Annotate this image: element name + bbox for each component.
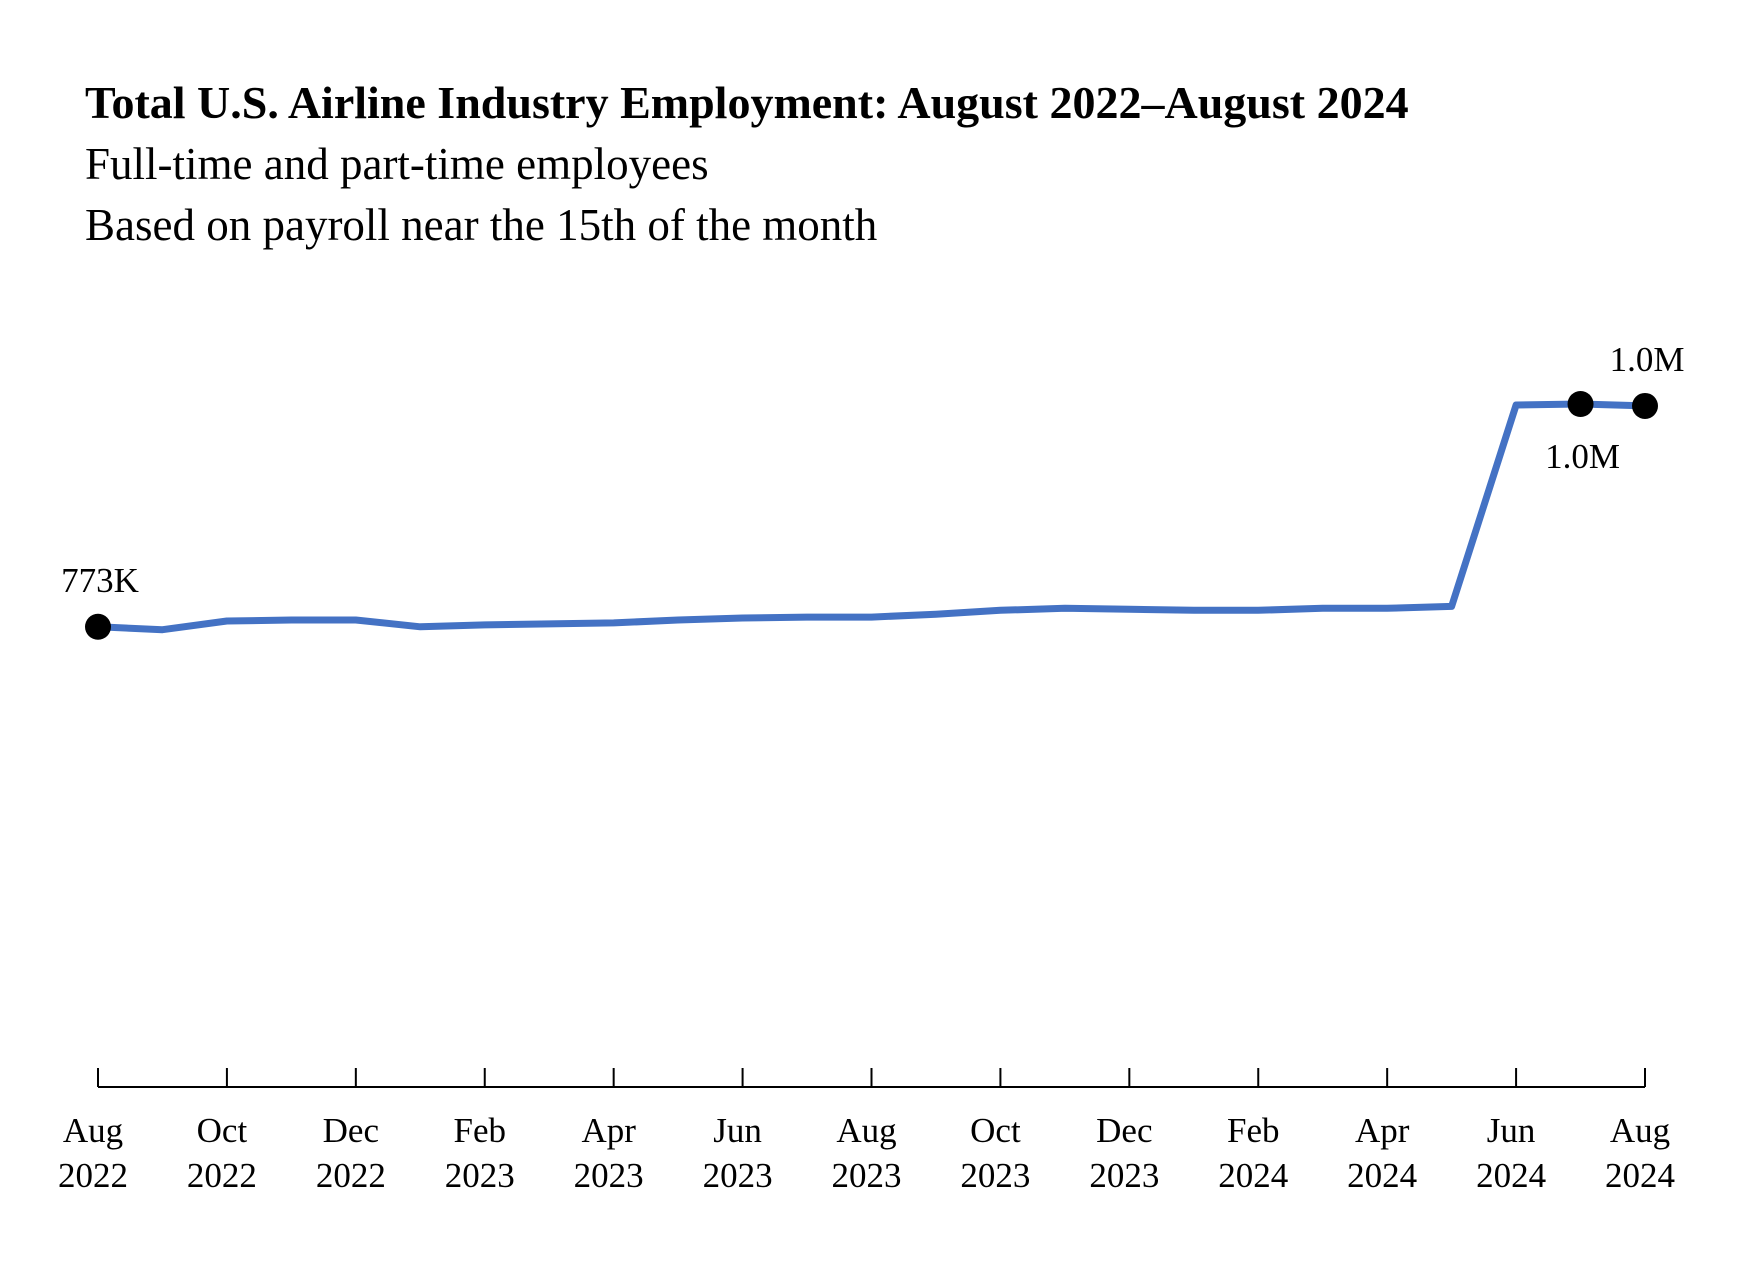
x-tick-label-year: 2022	[58, 1156, 128, 1195]
chart-subtitle-2: Based on payroll near the 15th of the mo…	[85, 200, 878, 250]
x-tick-label-year: 2022	[316, 1156, 386, 1195]
x-tick-label-month: Apr	[1355, 1111, 1410, 1150]
x-tick-label-month: Oct	[970, 1111, 1021, 1150]
x-tick-label-month: Jun	[713, 1111, 762, 1150]
x-tick-label-year: 2023	[703, 1156, 773, 1195]
data-label: 1.0M	[1610, 340, 1685, 379]
x-tick-label-year: 2024	[1476, 1156, 1546, 1195]
x-tick-label-month: Feb	[1227, 1111, 1280, 1150]
x-tick-label-month: Oct	[197, 1111, 248, 1150]
x-tick-label-year: 2022	[187, 1156, 257, 1195]
x-tick-label-year: 2023	[960, 1156, 1030, 1195]
x-tick-label-year: 2023	[574, 1156, 644, 1195]
chart-subtitle-1: Full-time and part-time employees	[85, 139, 709, 189]
x-tick-label-year: 2024	[1605, 1156, 1675, 1195]
data-point-marker	[1567, 390, 1594, 417]
x-tick-label-month: Jun	[1487, 1111, 1536, 1150]
x-tick-label-year: 2024	[1347, 1156, 1417, 1195]
x-tick-label-month: Apr	[581, 1111, 636, 1150]
chart-title: Total U.S. Airline Industry Employment: …	[85, 77, 1409, 128]
data-label: 773K	[61, 561, 139, 600]
x-tick-label-month: Feb	[454, 1111, 507, 1150]
x-tick-label-month: Aug	[1610, 1111, 1670, 1150]
x-tick-label-month: Aug	[836, 1111, 896, 1150]
series-line	[94, 400, 1649, 634]
x-tick-label-month: Dec	[323, 1111, 379, 1150]
x-tick-label-year: 2023	[1089, 1156, 1159, 1195]
x-tick-label-year: 2023	[832, 1156, 902, 1195]
x-tick-label-month: Dec	[1096, 1111, 1152, 1150]
title-block: Total U.S. Airline Industry Employment: …	[85, 72, 1409, 256]
data-point-marker	[1632, 392, 1658, 419]
x-tick-label-year: 2024	[1218, 1156, 1288, 1195]
data-label: 1.0M	[1545, 437, 1620, 476]
x-tick-label-year: 2023	[445, 1156, 515, 1195]
data-point-marker	[85, 613, 111, 640]
x-tick-label-month: Aug	[63, 1111, 123, 1150]
